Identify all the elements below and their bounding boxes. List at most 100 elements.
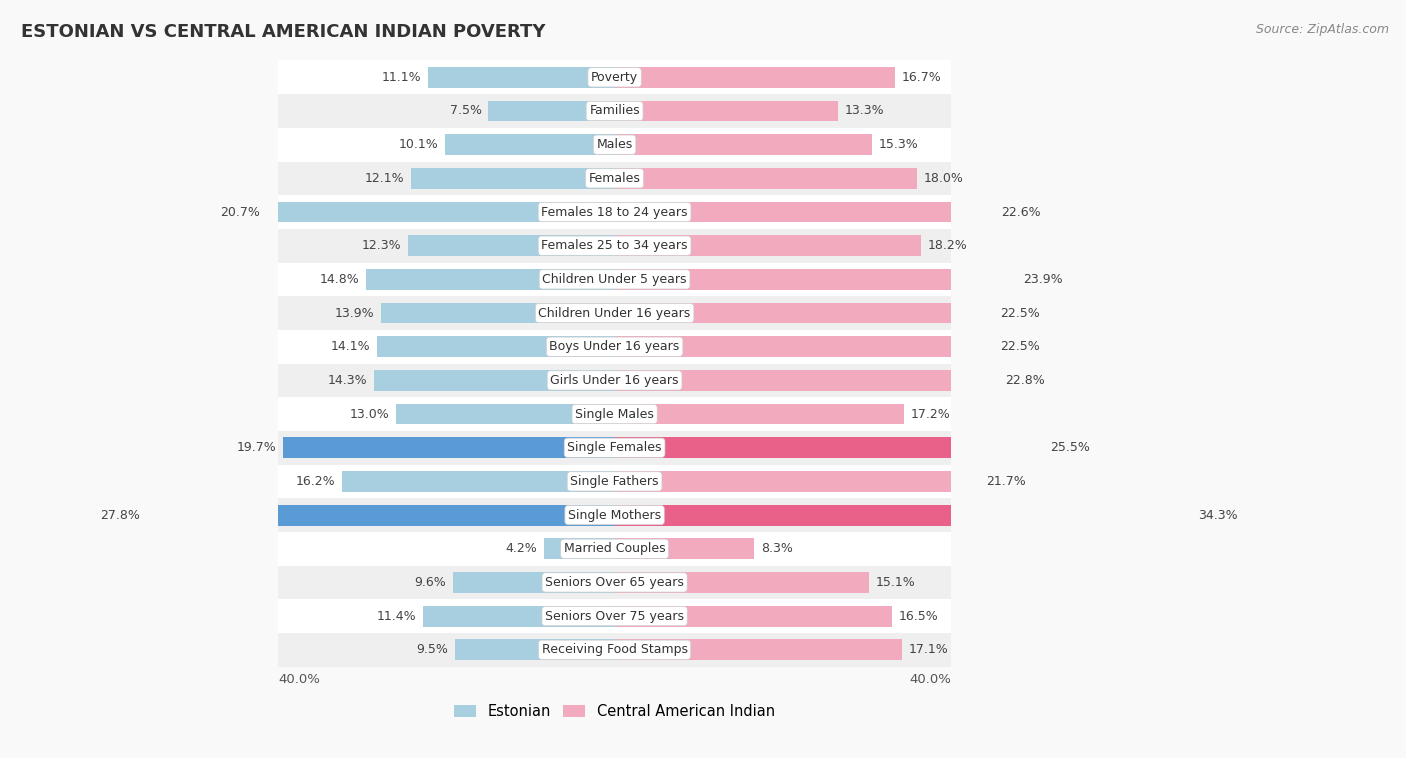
Bar (267, 202, 614, 222)
Bar (614, 538, 754, 559)
Bar (614, 168, 917, 189)
Bar (342, 471, 614, 492)
Text: Source: ZipAtlas.com: Source: ZipAtlas.com (1256, 23, 1389, 36)
Text: 9.6%: 9.6% (415, 576, 447, 589)
Bar (614, 572, 869, 593)
Bar (377, 337, 614, 357)
Text: 16.2%: 16.2% (295, 475, 336, 488)
Bar (278, 565, 950, 600)
Text: Girls Under 16 years: Girls Under 16 years (550, 374, 679, 387)
Text: 13.9%: 13.9% (335, 306, 374, 320)
Text: 13.3%: 13.3% (845, 105, 884, 117)
Text: Families: Families (589, 105, 640, 117)
Bar (444, 134, 614, 155)
Text: 12.3%: 12.3% (361, 240, 401, 252)
Text: 17.1%: 17.1% (908, 644, 949, 656)
Text: Females: Females (589, 172, 641, 185)
Bar (614, 67, 896, 88)
Text: Children Under 16 years: Children Under 16 years (538, 306, 690, 320)
Bar (544, 538, 614, 559)
Text: 13.0%: 13.0% (350, 408, 389, 421)
Text: 15.3%: 15.3% (879, 138, 918, 151)
Text: 23.9%: 23.9% (1024, 273, 1063, 286)
Text: Males: Males (596, 138, 633, 151)
Text: 14.3%: 14.3% (328, 374, 367, 387)
Bar (278, 532, 950, 565)
Text: Females 18 to 24 years: Females 18 to 24 years (541, 205, 688, 218)
Text: 4.2%: 4.2% (506, 542, 537, 556)
Text: 7.5%: 7.5% (450, 105, 482, 117)
Bar (278, 600, 950, 633)
Bar (278, 229, 950, 262)
Bar (614, 235, 921, 256)
Text: 22.6%: 22.6% (1001, 205, 1040, 218)
Bar (278, 465, 950, 498)
Text: ESTONIAN VS CENTRAL AMERICAN INDIAN POVERTY: ESTONIAN VS CENTRAL AMERICAN INDIAN POVE… (21, 23, 546, 41)
Text: 20.7%: 20.7% (219, 205, 260, 218)
Bar (278, 296, 950, 330)
Bar (283, 437, 614, 458)
Bar (614, 337, 993, 357)
Bar (614, 606, 891, 627)
Bar (614, 101, 838, 121)
Bar (614, 302, 993, 324)
Text: Seniors Over 65 years: Seniors Over 65 years (546, 576, 685, 589)
Text: 40.0%: 40.0% (910, 672, 950, 686)
Text: Single Fathers: Single Fathers (571, 475, 659, 488)
Bar (614, 202, 994, 222)
Bar (278, 330, 950, 364)
Bar (614, 134, 872, 155)
Text: 11.4%: 11.4% (377, 609, 416, 622)
Text: 22.8%: 22.8% (1005, 374, 1045, 387)
Bar (278, 498, 950, 532)
Text: Receiving Food Stamps: Receiving Food Stamps (541, 644, 688, 656)
Bar (614, 505, 1191, 525)
Bar (488, 101, 614, 121)
Bar (278, 431, 950, 465)
Bar (278, 633, 950, 666)
Text: 16.5%: 16.5% (898, 609, 939, 622)
Text: Single Males: Single Males (575, 408, 654, 421)
Text: Poverty: Poverty (591, 70, 638, 84)
Text: 14.1%: 14.1% (332, 340, 371, 353)
Bar (374, 370, 614, 391)
Text: Seniors Over 75 years: Seniors Over 75 years (546, 609, 685, 622)
Text: 16.7%: 16.7% (903, 70, 942, 84)
Text: 21.7%: 21.7% (986, 475, 1026, 488)
Text: Boys Under 16 years: Boys Under 16 years (550, 340, 679, 353)
Text: Married Couples: Married Couples (564, 542, 665, 556)
Text: Single Mothers: Single Mothers (568, 509, 661, 522)
Bar (278, 262, 950, 296)
Text: 22.5%: 22.5% (1000, 306, 1039, 320)
Text: 9.5%: 9.5% (416, 644, 449, 656)
Text: 18.2%: 18.2% (928, 240, 967, 252)
Bar (453, 572, 614, 593)
Bar (427, 67, 614, 88)
Bar (148, 505, 614, 525)
Bar (278, 195, 950, 229)
Bar (454, 639, 614, 660)
Bar (278, 364, 950, 397)
Text: 19.7%: 19.7% (236, 441, 277, 454)
Text: 34.3%: 34.3% (1198, 509, 1237, 522)
Bar (278, 397, 950, 431)
Text: 8.3%: 8.3% (761, 542, 793, 556)
Bar (614, 639, 903, 660)
Text: 14.8%: 14.8% (319, 273, 359, 286)
Bar (278, 161, 950, 195)
Legend: Estonian, Central American Indian: Estonian, Central American Indian (450, 700, 779, 723)
Bar (396, 403, 614, 424)
Bar (423, 606, 614, 627)
Text: 40.0%: 40.0% (278, 672, 321, 686)
Bar (614, 403, 904, 424)
Text: 27.8%: 27.8% (100, 509, 141, 522)
Text: Females 25 to 34 years: Females 25 to 34 years (541, 240, 688, 252)
Bar (366, 269, 614, 290)
Bar (381, 302, 614, 324)
Bar (411, 168, 614, 189)
Text: Single Females: Single Females (568, 441, 662, 454)
Text: 25.5%: 25.5% (1050, 441, 1090, 454)
Text: 22.5%: 22.5% (1000, 340, 1039, 353)
Text: 15.1%: 15.1% (876, 576, 915, 589)
Bar (278, 61, 950, 94)
